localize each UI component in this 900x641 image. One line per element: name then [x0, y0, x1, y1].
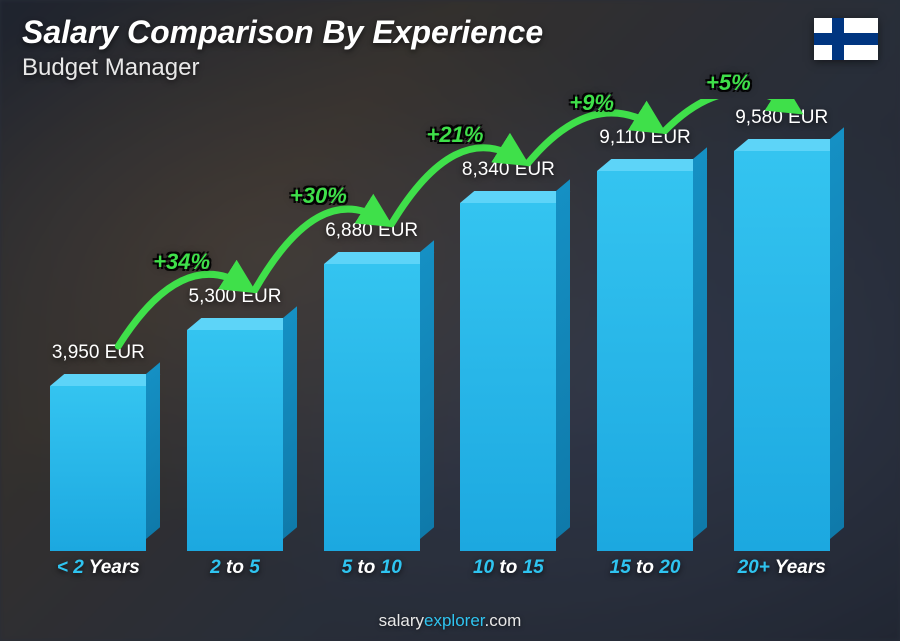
finland-flag-icon [814, 18, 878, 60]
bar-x-label: 20+ Years [738, 557, 826, 579]
bar-front-face [734, 151, 830, 551]
xlabel-text: Years [84, 557, 140, 578]
bar-side-face [693, 147, 707, 539]
bar-side-face [556, 179, 570, 539]
bar-value-label: 5,300 EUR [189, 286, 282, 308]
bar-side-face [420, 240, 434, 539]
salary-bar-chart: 3,950 EUR < 2 Years 5,300 EUR 2 to 5 6,8… [30, 99, 850, 579]
bar-top-face [460, 191, 570, 203]
xlabel-num-post: 10 [381, 557, 402, 578]
xlabel-num-post: 20 [659, 557, 680, 578]
bar-front-face [324, 264, 420, 551]
bar-slot: 6,880 EUR 5 to 10 [303, 220, 440, 551]
bar-x-label: 10 to 15 [473, 557, 544, 579]
bar-slot: 5,300 EUR 2 to 5 [167, 286, 304, 551]
footer-prefix: salary [379, 611, 424, 630]
bar-top-face [734, 139, 844, 151]
content-layer: Salary Comparison By Experience Budget M… [0, 0, 900, 641]
xlabel-num-pre: < 2 [57, 557, 84, 578]
bar-front-face [597, 171, 693, 551]
footer-accent: explorer [424, 611, 484, 630]
xlabel-text: to [631, 557, 660, 578]
increment-pct-label: +9% [569, 90, 614, 116]
bar-top-face [50, 374, 160, 386]
bar-value-label: 3,950 EUR [52, 342, 145, 364]
bar-slot: 9,580 EUR 20+ Years [713, 107, 850, 551]
xlabel-text: to [352, 557, 381, 578]
bar-slot: 9,110 EUR 15 to 20 [577, 127, 714, 551]
bar-top-face [187, 318, 297, 330]
increment-pct-label: +30% [290, 183, 347, 209]
bar-top-face [324, 252, 434, 264]
increment-pct-label: +5% [706, 70, 751, 96]
bar-3d [460, 203, 556, 551]
bar-3d [734, 151, 830, 551]
increment-pct-label: +34% [153, 249, 210, 275]
page-title: Salary Comparison By Experience [22, 14, 543, 51]
xlabel-num-pre: 5 [342, 557, 353, 578]
xlabel-num-pre: 10 [473, 557, 494, 578]
footer-suffix: .com [485, 611, 522, 630]
bar-3d [187, 330, 283, 551]
bar-value-label: 6,880 EUR [325, 220, 418, 242]
xlabel-num-pre: 2 [210, 557, 221, 578]
bar-value-label: 9,580 EUR [735, 107, 828, 129]
bar-x-label: 15 to 20 [610, 557, 681, 579]
bar-value-label: 9,110 EUR [599, 127, 691, 149]
xlabel-num-post: 15 [523, 557, 544, 578]
bar-3d [50, 386, 146, 551]
bars-container: 3,950 EUR < 2 Years 5,300 EUR 2 to 5 6,8… [30, 99, 850, 551]
xlabel-text: to [494, 557, 523, 578]
bar-slot: 8,340 EUR 10 to 15 [440, 159, 577, 551]
bar-slot: 3,950 EUR < 2 Years [30, 342, 167, 551]
xlabel-text: Years [770, 557, 826, 578]
bar-front-face [50, 386, 146, 551]
xlabel-text: to [221, 557, 250, 578]
bar-3d [324, 264, 420, 551]
footer-brand: salaryexplorer.com [0, 611, 900, 631]
xlabel-num-pre: 15 [610, 557, 631, 578]
bar-x-label: 2 to 5 [210, 557, 260, 579]
xlabel-num-post: 5 [249, 557, 260, 578]
bar-x-label: 5 to 10 [342, 557, 402, 579]
bar-x-label: < 2 Years [57, 557, 140, 579]
bar-side-face [830, 127, 844, 539]
bar-side-face [283, 306, 297, 539]
bar-top-face [597, 159, 707, 171]
bar-side-face [146, 362, 160, 539]
bar-value-label: 8,340 EUR [462, 159, 555, 181]
xlabel-num-pre: 20+ [738, 557, 770, 578]
increment-pct-label: +21% [427, 122, 484, 148]
bar-front-face [187, 330, 283, 551]
page-subtitle: Budget Manager [22, 54, 199, 82]
bar-3d [597, 171, 693, 551]
bar-front-face [460, 203, 556, 551]
